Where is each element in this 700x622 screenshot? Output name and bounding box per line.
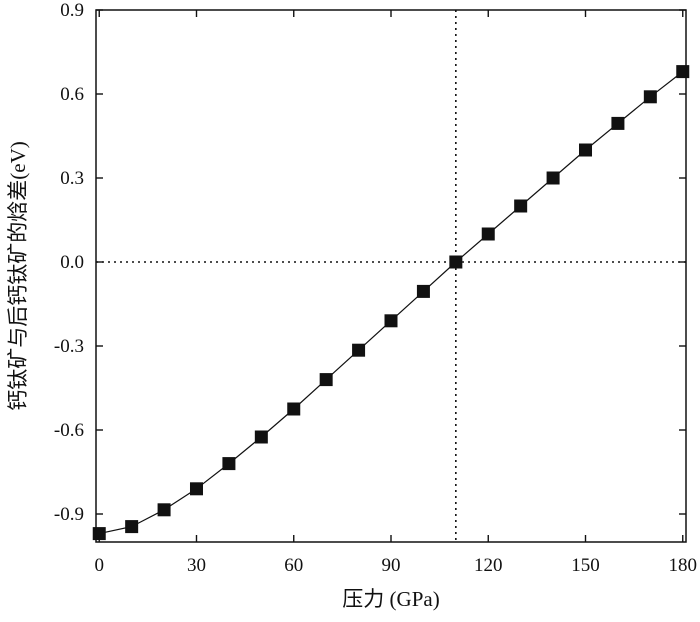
- data-point-marker: [643, 90, 657, 104]
- data-point-marker: [352, 343, 366, 357]
- y-tick-label: -0.3: [54, 336, 84, 357]
- x-axis-title: 压力 (GPa): [342, 587, 439, 611]
- reference-lines: [96, 10, 686, 542]
- data-point-marker: [546, 171, 560, 185]
- data-point-marker: [611, 116, 625, 130]
- data-point-marker: [384, 314, 398, 328]
- data-point-marker: [125, 520, 139, 534]
- data-point-marker: [287, 402, 301, 416]
- x-tick-label: 150: [571, 555, 600, 576]
- x-tick-label: 120: [474, 555, 503, 576]
- x-tick-label: 0: [94, 555, 104, 576]
- x-tick-label: 90: [382, 555, 401, 576]
- y-tick-label: 0.6: [60, 84, 84, 105]
- y-axis-title: 钙钛矿与后钙钛矿的焓差(eV): [6, 141, 30, 410]
- plot-frame: [95, 9, 687, 543]
- data-point-marker: [254, 430, 268, 444]
- data-point-marker: [222, 457, 236, 471]
- data-point-marker: [676, 65, 690, 79]
- x-tick-label: 180: [669, 555, 698, 576]
- x-tick-labels: 0 30 60 90 120 150 180: [94, 555, 697, 576]
- axis-ticks: [96, 9, 686, 542]
- data-point-marker: [157, 503, 171, 517]
- data-point-marker: [449, 255, 463, 269]
- y-tick-labels: 0.9 0.6 0.3 0.0 -0.3 -0.6 -0.9: [54, 0, 84, 525]
- series-line: [99, 71, 684, 535]
- data-markers: [92, 65, 690, 541]
- data-point-marker: [481, 227, 495, 241]
- y-tick-label: -0.9: [54, 504, 84, 525]
- data-point-marker: [514, 199, 528, 213]
- data-point-marker: [416, 284, 430, 298]
- y-tick-label: 0.0: [60, 252, 84, 273]
- y-tick-label: 0.9: [60, 0, 84, 21]
- x-tick-label: 30: [187, 555, 206, 576]
- data-point-marker: [579, 143, 593, 157]
- data-point-marker: [189, 482, 203, 496]
- data-point-marker: [319, 373, 333, 387]
- y-tick-label: -0.6: [54, 420, 84, 441]
- x-tick-label: 60: [284, 555, 303, 576]
- y-tick-label: 0.3: [60, 168, 84, 189]
